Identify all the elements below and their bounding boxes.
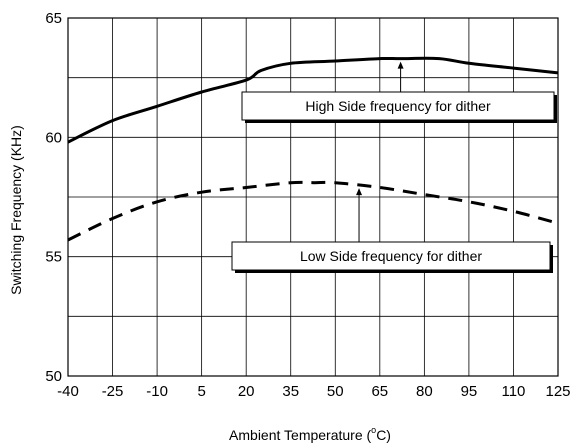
x-axis-label-main: Ambient Temperature (	[229, 427, 371, 443]
plot-frame	[67, 17, 559, 377]
low-side-annotation-arrow-head	[356, 188, 363, 196]
x-tick-label: -40	[57, 383, 79, 400]
low-side-annotation-label: Low Side frequency for dither	[300, 248, 482, 264]
low-side-frequency-line	[67, 180, 559, 242]
x-tick-label: 5	[197, 383, 205, 400]
series-group	[67, 56, 559, 242]
x-tick-label: -25	[102, 383, 124, 400]
y-axis-label: Switching Frequency (KHz)	[8, 125, 24, 295]
x-tick-label: 80	[416, 383, 433, 400]
x-tick-label: 65	[371, 383, 388, 400]
x-tick-label: 125	[545, 383, 570, 400]
low-side-annotation: Low Side frequency for dither	[231, 188, 553, 273]
annotations: High Side frequency for dither Low Side f…	[231, 61, 557, 273]
x-axis-label: Ambient Temperature (oC)	[229, 425, 391, 443]
low-side-annotation-box	[231, 241, 551, 271]
x-tick-labels: -40 -25 -10 5 20 35 50 65 80 95 110 125	[57, 383, 570, 400]
x-axis-label-degree: o	[371, 425, 376, 435]
x-tick-label: 95	[461, 383, 478, 400]
y-tick-labels: 50 55 60 65	[45, 10, 62, 385]
x-tick-label: 35	[282, 383, 299, 400]
high-side-frequency-line	[67, 56, 559, 144]
grid	[68, 18, 558, 376]
x-tick-label: 110	[501, 383, 525, 400]
high-side-annotation-arrow-head	[397, 61, 404, 69]
high-side-annotation: High Side frequency for dither	[241, 61, 557, 123]
y-tick-label: 60	[45, 129, 62, 146]
x-axis-label-unit: C)	[376, 427, 391, 443]
y-tick-label: 65	[45, 10, 62, 27]
high-side-annotation-box	[241, 91, 555, 121]
x-tick-label: -10	[146, 383, 168, 400]
high-side-annotation-label: High Side frequency for dither	[305, 98, 491, 114]
y-tick-label: 55	[45, 249, 62, 266]
y-tick-label: 50	[45, 368, 62, 385]
x-tick-label: 50	[327, 383, 344, 400]
x-tick-label: 20	[238, 383, 255, 400]
